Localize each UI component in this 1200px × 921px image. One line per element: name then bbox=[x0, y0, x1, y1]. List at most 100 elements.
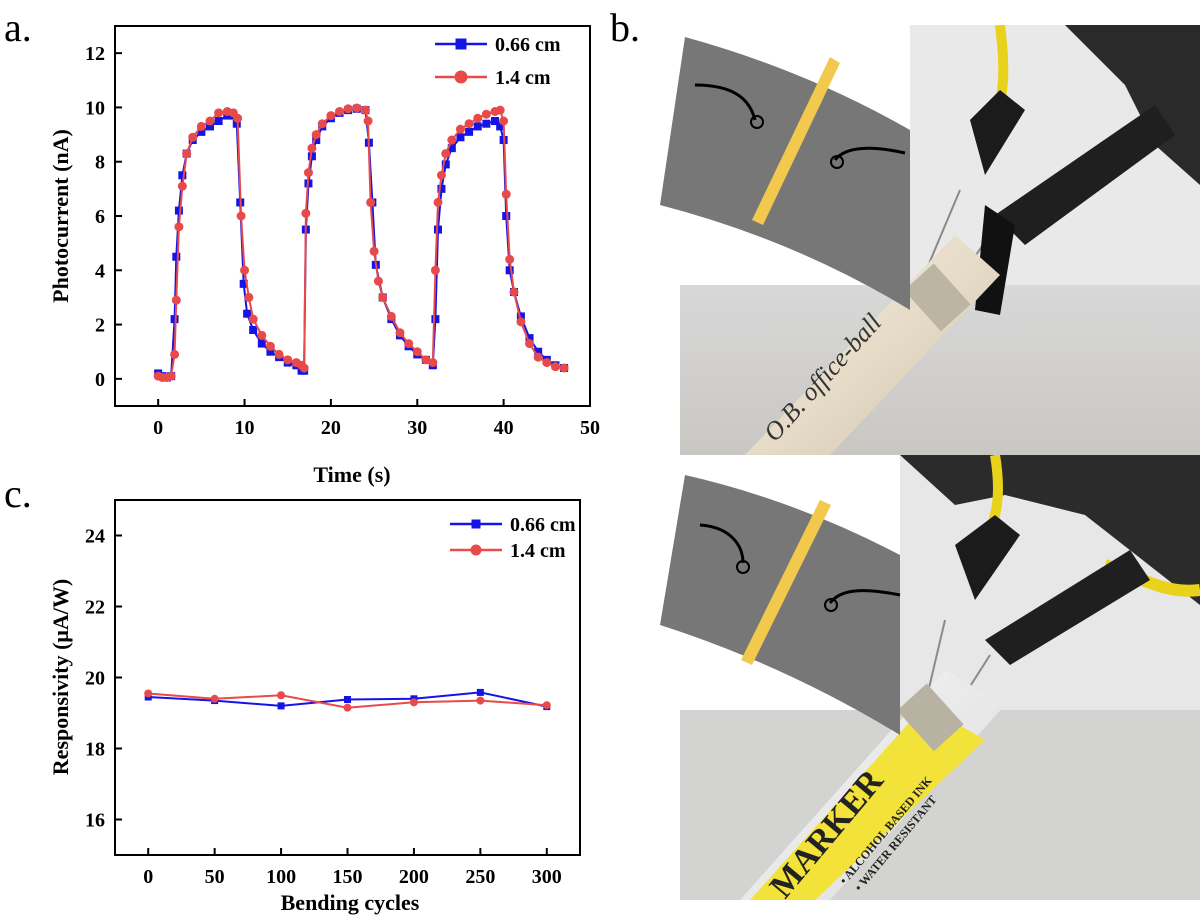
data-point bbox=[431, 315, 440, 324]
legend-marker bbox=[455, 38, 467, 50]
data-point bbox=[369, 246, 379, 256]
data-point bbox=[363, 116, 373, 126]
data-point bbox=[182, 149, 192, 159]
data-point bbox=[174, 222, 184, 232]
wire-left bbox=[699, 523, 745, 564]
data-point bbox=[433, 197, 443, 207]
data-point bbox=[436, 170, 446, 180]
data-point bbox=[412, 347, 422, 357]
data-point bbox=[343, 703, 352, 712]
y-axis-title: Responsivity (μA/W) bbox=[48, 579, 73, 775]
device-on-marker bbox=[897, 683, 964, 752]
y-tick-label: 22 bbox=[85, 597, 105, 619]
data-point bbox=[482, 119, 491, 128]
data-point bbox=[516, 317, 526, 327]
data-point bbox=[307, 152, 316, 161]
data-point bbox=[243, 309, 252, 318]
probe-arm bbox=[955, 515, 1020, 600]
x-tick-label: 30 bbox=[407, 417, 427, 439]
data-point bbox=[177, 181, 187, 191]
data-point bbox=[232, 119, 241, 128]
chart-c-responsivity: 0 50 100 150 200 250 300 16 18 20 22 24 Bending cyc… bbox=[48, 499, 581, 915]
wire-left bbox=[694, 83, 757, 121]
x-tick-label: 200 bbox=[399, 866, 429, 888]
data-point bbox=[257, 339, 266, 348]
probe-arm bbox=[995, 105, 1175, 245]
data-point bbox=[301, 208, 311, 218]
legend-marker bbox=[454, 70, 468, 84]
data-point bbox=[464, 119, 474, 129]
data-point bbox=[473, 113, 483, 123]
data-point bbox=[233, 113, 243, 123]
data-point bbox=[344, 696, 351, 704]
y-tick-label: 10 bbox=[85, 97, 105, 119]
data-point bbox=[437, 184, 446, 193]
data-point bbox=[404, 339, 414, 349]
legend-label: 1.4 cm bbox=[495, 67, 551, 89]
data-point bbox=[352, 103, 362, 113]
x-tick-label: 10 bbox=[235, 417, 255, 439]
y-tick-label: 6 bbox=[95, 206, 105, 228]
data-point bbox=[265, 341, 275, 351]
x-tick-label: 50 bbox=[205, 866, 225, 888]
probe-arm bbox=[970, 90, 1025, 175]
data-point bbox=[205, 116, 215, 126]
data-point bbox=[499, 116, 509, 126]
data-point bbox=[496, 122, 505, 131]
data-point bbox=[501, 189, 511, 199]
data-point bbox=[421, 355, 431, 365]
data-point bbox=[491, 117, 499, 125]
data-point bbox=[257, 330, 267, 340]
data-point bbox=[144, 689, 153, 698]
x-tick-label: 0 bbox=[153, 417, 163, 439]
data-point bbox=[266, 347, 275, 356]
data-point bbox=[317, 119, 327, 129]
x-tick-label: 40 bbox=[494, 417, 514, 439]
marker-label-yellow bbox=[750, 705, 985, 900]
panel-label-c: c. bbox=[4, 471, 32, 516]
data-point bbox=[473, 122, 482, 131]
data-point bbox=[170, 349, 180, 359]
panel-label-a: a. bbox=[4, 5, 32, 50]
data-point bbox=[214, 108, 224, 118]
y-tick-label: 2 bbox=[95, 315, 105, 337]
data-point bbox=[171, 295, 181, 305]
y-tick-label: 24 bbox=[85, 526, 105, 548]
data-point bbox=[343, 104, 353, 114]
data-point bbox=[373, 276, 383, 286]
x-tick-label: 0 bbox=[143, 866, 153, 888]
data-point bbox=[516, 312, 525, 321]
data-point bbox=[465, 127, 474, 136]
data-point bbox=[428, 358, 438, 368]
y-tick-label: 16 bbox=[85, 810, 105, 832]
device-on-pen bbox=[904, 263, 971, 332]
data-point bbox=[476, 696, 485, 705]
data-point bbox=[244, 292, 254, 302]
data-point bbox=[188, 132, 198, 142]
probe-arm bbox=[985, 550, 1150, 665]
data-point bbox=[559, 363, 569, 373]
y-tick-label: 18 bbox=[85, 739, 105, 761]
data-point bbox=[248, 314, 258, 324]
contact-right bbox=[824, 598, 838, 612]
data-point bbox=[495, 105, 505, 115]
x-tick-label: 100 bbox=[266, 866, 296, 888]
data-point bbox=[550, 362, 560, 372]
data-point bbox=[525, 339, 535, 349]
chart-a-photocurrent: 0 10 20 30 40 50 0 2 4 6 8 10 12 Time (s) Photocurre… bbox=[48, 25, 600, 487]
panel-label-b: b. bbox=[610, 5, 640, 50]
data-point bbox=[170, 315, 179, 324]
data-point bbox=[366, 197, 376, 207]
y-tick-label: 4 bbox=[95, 260, 105, 282]
data-point bbox=[386, 311, 396, 321]
data-point bbox=[434, 225, 442, 234]
electrode-gap bbox=[741, 500, 831, 665]
data-point bbox=[197, 127, 206, 136]
data-point bbox=[311, 130, 321, 140]
x-tick-label: 300 bbox=[532, 866, 562, 888]
data-point bbox=[476, 688, 484, 696]
contact-left bbox=[736, 560, 750, 574]
probe-holder-dark bbox=[900, 455, 1200, 605]
data-point bbox=[174, 206, 183, 215]
photo-pen-device: O.B. office-ball bbox=[660, 25, 1200, 455]
